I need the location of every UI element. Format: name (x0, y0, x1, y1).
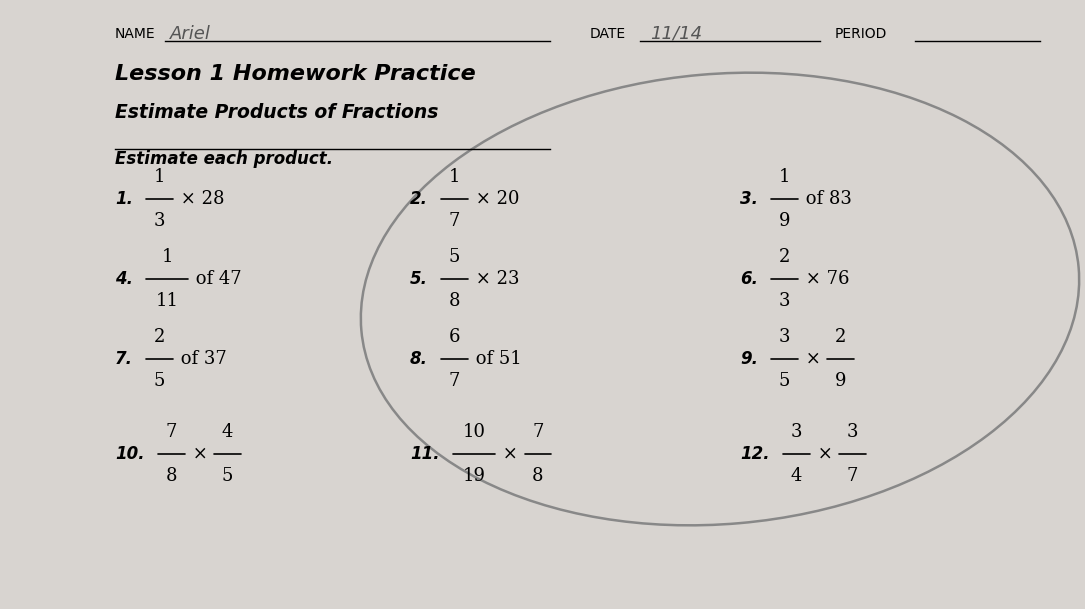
Text: 9.: 9. (740, 350, 758, 368)
Text: 6.: 6. (740, 270, 758, 288)
Text: 5: 5 (448, 248, 460, 266)
Text: 9: 9 (834, 372, 846, 390)
Text: 9: 9 (779, 212, 790, 230)
Text: × 20: × 20 (470, 190, 519, 208)
Text: 3.: 3. (740, 190, 758, 208)
Text: Estimate Products of Fractions: Estimate Products of Fractions (115, 102, 438, 122)
Text: ×: × (800, 350, 826, 368)
Text: 3: 3 (154, 212, 165, 230)
Text: Lesson 1 Homework Practice: Lesson 1 Homework Practice (115, 64, 475, 84)
Text: 3: 3 (779, 328, 790, 346)
Text: 19: 19 (462, 467, 486, 485)
Text: 4: 4 (791, 467, 802, 485)
Text: 11: 11 (155, 292, 179, 310)
Text: 4.: 4. (115, 270, 133, 288)
Text: 4: 4 (221, 423, 233, 441)
Text: 3: 3 (791, 423, 802, 441)
Text: 7: 7 (448, 212, 460, 230)
Text: 7: 7 (533, 423, 544, 441)
Text: 1: 1 (448, 168, 460, 186)
Text: 7: 7 (846, 467, 858, 485)
Text: ×: × (812, 445, 839, 463)
Text: × 76: × 76 (800, 270, 850, 288)
Text: ×: × (497, 445, 524, 463)
Text: 7.: 7. (115, 350, 133, 368)
Text: 10.: 10. (115, 445, 144, 463)
Text: of 37: of 37 (175, 350, 227, 368)
Text: 12.: 12. (740, 445, 769, 463)
Text: NAME: NAME (115, 27, 155, 41)
Text: 8: 8 (448, 292, 460, 310)
Text: 1: 1 (162, 248, 173, 266)
Text: 2.: 2. (410, 190, 427, 208)
Text: 8: 8 (533, 467, 544, 485)
Text: of 47: of 47 (190, 270, 242, 288)
Text: Ariel: Ariel (170, 25, 210, 43)
Text: 5.: 5. (410, 270, 427, 288)
Text: 10: 10 (462, 423, 486, 441)
Text: 5: 5 (221, 467, 233, 485)
Text: 1: 1 (779, 168, 790, 186)
Text: 8.: 8. (410, 350, 427, 368)
Text: of 51: of 51 (470, 350, 522, 368)
Text: 1.: 1. (115, 190, 133, 208)
Text: 8: 8 (166, 467, 177, 485)
Text: 7: 7 (448, 372, 460, 390)
Text: 5: 5 (779, 372, 790, 390)
Text: 2: 2 (834, 328, 846, 346)
Text: 11.: 11. (410, 445, 439, 463)
Text: 3: 3 (779, 292, 790, 310)
Text: 5: 5 (154, 372, 165, 390)
Text: 6: 6 (448, 328, 460, 346)
Text: PERIOD: PERIOD (835, 27, 888, 41)
Text: ×: × (187, 445, 214, 463)
Text: 2: 2 (779, 248, 790, 266)
Text: DATE: DATE (590, 27, 626, 41)
Text: × 28: × 28 (175, 190, 225, 208)
Text: × 23: × 23 (470, 270, 519, 288)
Text: 2: 2 (154, 328, 165, 346)
Text: 7: 7 (166, 423, 177, 441)
Text: 11/14: 11/14 (650, 25, 702, 43)
Text: 1: 1 (154, 168, 165, 186)
Text: Estimate each product.: Estimate each product. (115, 150, 333, 168)
Text: 3: 3 (846, 423, 858, 441)
Text: of 83: of 83 (800, 190, 852, 208)
